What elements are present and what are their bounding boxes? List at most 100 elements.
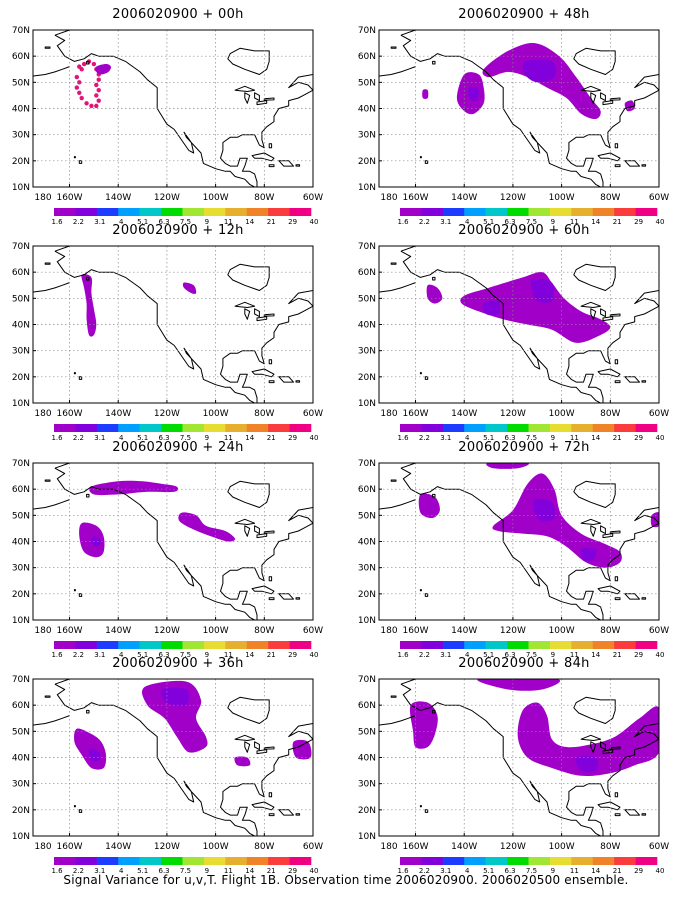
- island: [432, 709, 436, 714]
- panel-title: 2006020900 + 72h: [458, 440, 590, 455]
- colorbar-level-label: 14: [591, 434, 600, 442]
- colorbar-level-label: 1.6: [51, 218, 63, 226]
- lon-tick-label: 180: [380, 409, 397, 419]
- lat-tick-label: 30N: [358, 780, 376, 790]
- colorbar-swatch: [442, 857, 465, 865]
- great-lake: [580, 734, 602, 741]
- colorbar-swatch: [118, 641, 140, 649]
- colorbar-level-label: 5.1: [137, 218, 148, 226]
- variance-contour-1-6: [81, 273, 97, 337]
- coastline-alaska-north: [54, 463, 116, 469]
- colorbar-level-label: 6.3: [159, 434, 170, 442]
- lat-tick-label: 40N: [12, 321, 30, 331]
- island: [278, 809, 294, 816]
- coastline-hudson-bay: [573, 47, 616, 75]
- coastline-east: [220, 305, 313, 403]
- colorbar-level-label: 9: [205, 434, 209, 442]
- lat-tick-label: 60N: [358, 52, 376, 62]
- lon-tick-label: 160W: [56, 409, 82, 419]
- lat-tick-label: 40N: [12, 105, 30, 115]
- map-plot-area: 10N 20N 30N 40N 50N 60N 70N 180 160W 140W 120W 100W…: [358, 459, 669, 636]
- coastline-hudson-bay: [573, 696, 616, 724]
- lon-tick-label: 120W: [500, 193, 526, 203]
- map-panel: 2006020900 + 24h 10N 20N 30N 40N 50N 60N 70N 180…: [12, 440, 363, 659]
- variance-contour-1-6: [650, 512, 659, 528]
- map-panel: 2006020900 + 36h 10N 20N 30N 40N 50N 60N 70N 180…: [12, 656, 363, 875]
- lon-tick-label: 80W: [254, 842, 274, 852]
- colorbar-swatch: [528, 424, 551, 432]
- colorbar-level-label: 6.3: [505, 434, 516, 442]
- colorbar-level-label: 11: [570, 651, 579, 659]
- colorbar-level-label: 7.5: [180, 434, 191, 442]
- colorbar-level-label: 14: [245, 218, 254, 226]
- island: [251, 801, 275, 811]
- variance-shading: [79, 480, 236, 558]
- colorbar-level-label: 29: [634, 434, 643, 442]
- colorbar-swatch: [614, 424, 636, 432]
- observation-dot: [77, 80, 82, 85]
- variance-contour-1-6: [409, 701, 438, 749]
- colorbar-swatch: [182, 857, 205, 865]
- variance-contour-1-6: [292, 739, 312, 760]
- island: [390, 479, 397, 482]
- colorbar-swatch: [268, 641, 290, 649]
- great-lake: [609, 746, 621, 750]
- coastline-east: [220, 89, 313, 187]
- island: [419, 156, 422, 159]
- colorbar-level-label: 1.6: [397, 218, 409, 226]
- lat-tick-label: 50N: [358, 294, 376, 304]
- colorbar-level-label: 3.1: [440, 867, 451, 875]
- colorbar-level-label: 2.2: [419, 218, 430, 226]
- colorbar-swatch: [614, 857, 636, 865]
- coastline-alaska-north: [54, 30, 116, 36]
- colorbar-swatch: [289, 857, 312, 865]
- lat-tick-label: 10N: [358, 832, 376, 842]
- island: [268, 143, 273, 149]
- lon-tick-label: 160W: [402, 193, 428, 203]
- colorbar: 1.6 2.2 3.1 4 5.1 6.3 7.5 9 11 14 21 29 40: [397, 424, 664, 442]
- variance-contour-1-6: [492, 473, 622, 568]
- lat-tick-label: 60N: [12, 485, 30, 495]
- colorbar-level-label: 3.1: [440, 218, 451, 226]
- island: [78, 593, 83, 597]
- lat-tick-label: 20N: [12, 157, 30, 167]
- colorbar-level-label: 14: [591, 867, 600, 875]
- colorbar-swatch: [75, 424, 98, 432]
- great-lake: [256, 533, 268, 539]
- lon-tick-label: 80W: [600, 193, 620, 203]
- lon-tick-label: 80W: [600, 409, 620, 419]
- great-lake: [234, 734, 256, 741]
- variance-shading: [74, 59, 111, 109]
- colorbar-swatch: [54, 208, 76, 216]
- colorbar-level-label: 5.1: [137, 434, 148, 442]
- lat-tick-label: 70N: [12, 242, 30, 252]
- colorbar-level-label: 5.1: [483, 434, 494, 442]
- lon-tick-label: 180: [380, 842, 397, 852]
- colorbar-swatch: [528, 641, 551, 649]
- aleutian-islands: [379, 282, 416, 293]
- colorbar-level-label: 3.1: [94, 434, 105, 442]
- great-lake: [600, 308, 606, 318]
- colorbar-swatch: [635, 641, 658, 649]
- variance-contour-2-2: [575, 755, 598, 773]
- lon-tick-label: 180: [34, 409, 51, 419]
- lat-tick-label: 60N: [358, 701, 376, 711]
- lat-tick-label: 30N: [12, 780, 30, 790]
- colorbar-swatch: [246, 208, 269, 216]
- variance-contour-1-6: [234, 756, 251, 767]
- observation-dot: [94, 82, 99, 88]
- lat-tick-label: 60N: [12, 701, 30, 711]
- colorbar-level-label: 3.1: [94, 218, 105, 226]
- lat-tick-label: 40N: [358, 321, 376, 331]
- colorbar-level-label: 9: [551, 651, 555, 659]
- coastlines: [33, 679, 313, 836]
- coastlines: [379, 30, 659, 187]
- colorbar-level-label: 6.3: [159, 218, 170, 226]
- lon-tick-label: 180: [34, 193, 51, 203]
- colorbar-swatch: [614, 208, 636, 216]
- variance-contour-1-6: [477, 679, 561, 691]
- colorbar: 1.6 2.2 3.1 4 5.1 6.3 7.5 9 11 14 21 29 40: [51, 641, 318, 659]
- lat-tick-label: 40N: [358, 754, 376, 764]
- lon-tick-label: 80W: [254, 626, 274, 636]
- great-lake: [234, 85, 256, 92]
